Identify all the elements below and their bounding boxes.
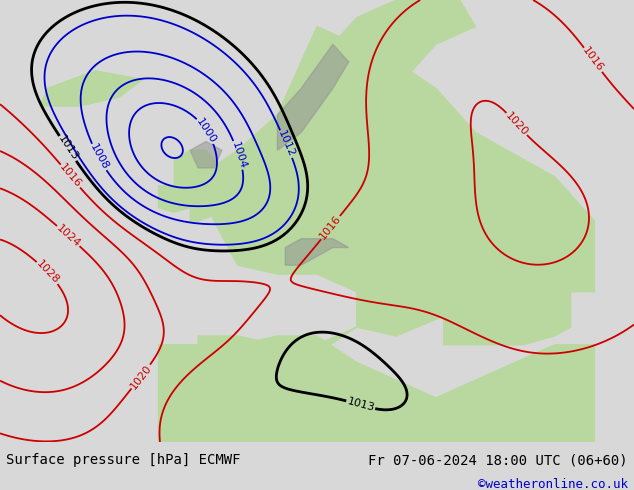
Polygon shape: [190, 142, 222, 168]
Text: 1016: 1016: [318, 214, 343, 242]
Text: 1004: 1004: [230, 140, 248, 170]
Text: 1012: 1012: [276, 129, 297, 159]
Text: 1028: 1028: [34, 259, 61, 286]
Text: 1016: 1016: [581, 46, 605, 74]
Polygon shape: [278, 0, 476, 159]
Text: 1000: 1000: [195, 116, 218, 145]
Polygon shape: [444, 292, 571, 345]
Text: 1016: 1016: [58, 162, 83, 190]
Polygon shape: [174, 150, 254, 221]
Text: Fr 07-06-2024 18:00 UTC (06+60): Fr 07-06-2024 18:00 UTC (06+60): [368, 453, 628, 467]
Polygon shape: [285, 239, 349, 265]
Text: 1013: 1013: [56, 134, 80, 163]
Text: 1020: 1020: [503, 110, 530, 138]
Polygon shape: [158, 336, 595, 442]
Text: 1013: 1013: [346, 396, 375, 414]
Polygon shape: [198, 26, 595, 354]
Text: Surface pressure [hPa] ECMWF: Surface pressure [hPa] ECMWF: [6, 453, 241, 467]
Text: ©weatheronline.co.uk: ©weatheronline.co.uk: [477, 478, 628, 490]
Polygon shape: [278, 44, 349, 150]
Text: 1008: 1008: [87, 143, 110, 172]
Polygon shape: [158, 186, 190, 212]
Text: 1020: 1020: [128, 363, 153, 391]
Polygon shape: [39, 71, 143, 106]
Text: 1024: 1024: [55, 223, 82, 249]
